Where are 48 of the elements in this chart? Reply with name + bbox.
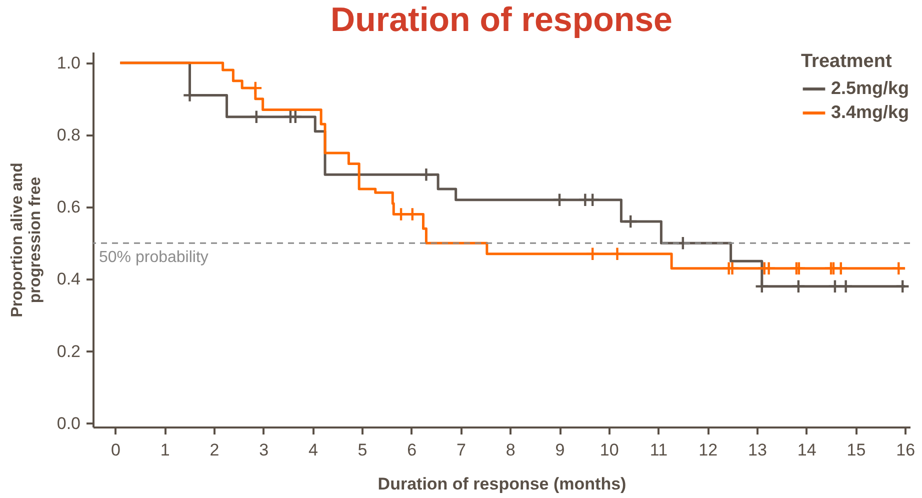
point	[248, 80, 263, 96]
point	[895, 279, 910, 294]
x-tick-label: 9	[555, 440, 565, 460]
x-tick-label: 14	[797, 440, 816, 460]
point	[676, 236, 690, 250]
chart-title: Duration of response	[330, 1, 672, 39]
x-tick-label: 11	[650, 440, 668, 460]
x-tick-label: 15	[846, 440, 866, 460]
x-tick-label: 7	[456, 440, 466, 460]
point	[838, 279, 854, 294]
legend-label: 3.4mg/kg	[831, 102, 910, 122]
point	[828, 279, 842, 294]
y-tick-label: 1.0	[56, 53, 80, 72]
x-tick-label: 10	[600, 440, 619, 460]
point	[762, 261, 776, 276]
point	[585, 246, 600, 262]
y-tick-label: 0.4	[56, 270, 80, 289]
y-axis-title: Proportion alive and progression free	[8, 162, 44, 318]
point	[834, 261, 848, 276]
point	[725, 261, 740, 276]
x-axis-title: Duration of response (months)	[378, 474, 626, 494]
point	[249, 110, 264, 124]
y-tick-label: 0.8	[56, 125, 80, 144]
x-tick-label: 13	[748, 440, 767, 460]
point	[891, 261, 906, 276]
legend-label: 2.5mg/kg	[831, 78, 910, 98]
point	[623, 214, 638, 229]
y-tick-label: 0.2	[56, 342, 80, 361]
x-tick-label: 1	[160, 440, 170, 460]
y-tick-label: 0.0	[56, 414, 80, 433]
x-tick-label: 2	[210, 440, 220, 460]
point	[585, 192, 600, 208]
x-tick-label: 4	[308, 440, 318, 460]
ref-line-label: 50% probability	[99, 249, 208, 266]
x-tick-label: 3	[259, 440, 269, 460]
point	[552, 192, 567, 208]
point	[754, 279, 770, 294]
x-tick-label: 0	[110, 440, 120, 460]
x-tick-label: 16	[896, 440, 916, 460]
x-tick-label: 8	[506, 440, 516, 460]
x-tick-label: 12	[698, 440, 718, 460]
x-tick-label: 5	[358, 440, 368, 460]
legend-title: Treatment	[801, 51, 892, 72]
y-tick-label: 0.6	[56, 198, 80, 217]
x-tick-label: 6	[407, 440, 417, 460]
point	[610, 246, 624, 262]
point	[418, 167, 434, 182]
point	[791, 279, 806, 294]
